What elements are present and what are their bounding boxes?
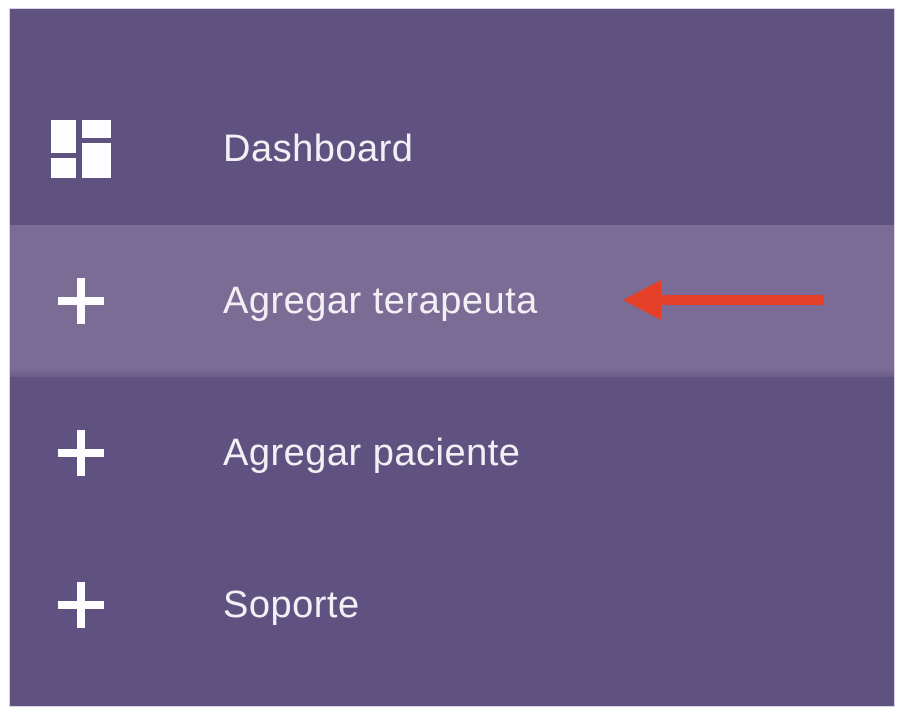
sidebar-item-label: Soporte: [223, 583, 360, 626]
red-arrow-left-icon: [623, 278, 824, 322]
sidebar-item-agregar-paciente[interactable]: Agregar paciente: [10, 377, 894, 529]
plus-icon: [41, 278, 121, 324]
sidebar-item-soporte[interactable]: Soporte: [10, 529, 894, 681]
sidebar-item-label: Dashboard: [223, 127, 414, 170]
sidebar-top-spacer: [10, 9, 894, 73]
sidebar-item-label: Agregar paciente: [223, 431, 521, 474]
sidebar: Dashboard Agregar terapeuta: [9, 8, 895, 707]
plus-icon: [41, 430, 121, 476]
sidebar-item-label: Agregar terapeuta: [223, 279, 538, 322]
sidebar-item-agregar-terapeuta[interactable]: Agregar terapeuta: [10, 225, 894, 377]
sidebar-item-dashboard[interactable]: Dashboard: [10, 73, 894, 225]
plus-icon: [41, 582, 121, 628]
dashboard-grid-icon: [41, 120, 121, 178]
